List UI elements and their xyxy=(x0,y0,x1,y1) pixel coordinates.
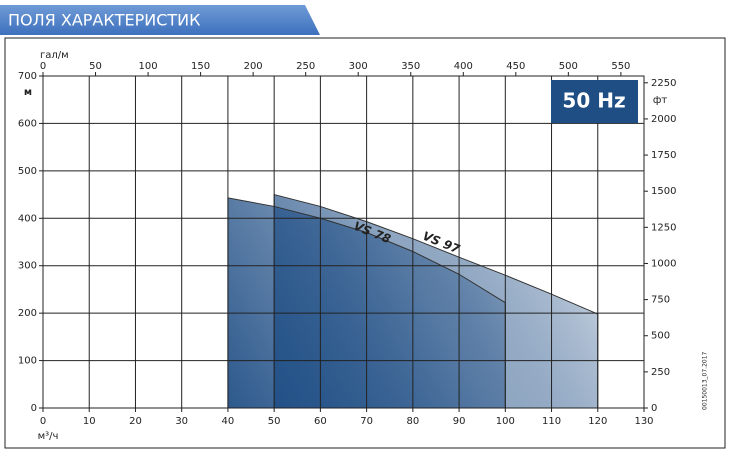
y2-tick-label: 1500 xyxy=(651,186,676,197)
x2-tick-label: 300 xyxy=(349,61,368,72)
x-tick-label: 40 xyxy=(222,416,235,427)
y2-tick-label: 1000 xyxy=(651,258,676,269)
y-tick-label: 300 xyxy=(18,261,37,272)
x2-axis-label: гал/м xyxy=(40,50,69,61)
x2-tick-label: 400 xyxy=(454,61,473,72)
chart-title: ПОЛЯ ХАРАКТЕРИСТИК xyxy=(8,11,201,30)
x2-tick-label: 150 xyxy=(191,61,210,72)
x-tick-label: 0 xyxy=(40,416,46,427)
y-tick-label: 500 xyxy=(18,166,37,177)
y-tick-label: 600 xyxy=(18,118,37,129)
x-axis-label: м³/ч xyxy=(38,431,59,442)
badge: 50 Hz xyxy=(562,89,625,113)
x-tick-label: 30 xyxy=(175,416,188,427)
x-tick-label: 90 xyxy=(453,416,466,427)
frame xyxy=(4,37,726,449)
y2-tick-label: 2250 xyxy=(651,78,676,89)
x-tick-label: 70 xyxy=(360,416,373,427)
y2-tick-label: 0 xyxy=(651,403,657,414)
x2-tick-label: 50 xyxy=(89,61,102,72)
y2-tick-label: 1250 xyxy=(651,222,676,233)
y2-tick-label: 2000 xyxy=(651,114,676,125)
x2-tick-label: 250 xyxy=(296,61,315,72)
y-axis-label: м xyxy=(24,87,32,98)
x-tick-label: 10 xyxy=(83,416,96,427)
x-tick-label: 110 xyxy=(542,416,561,427)
y-tick-label: 700 xyxy=(18,71,37,82)
y-tick-label: 200 xyxy=(18,308,37,319)
y-tick-label: 400 xyxy=(18,213,37,224)
y2-tick-label: 250 xyxy=(651,367,670,378)
x-tick-label: 120 xyxy=(588,416,607,427)
area-outline xyxy=(274,194,598,315)
x2-tick-label: 100 xyxy=(139,61,158,72)
y2-tick-label: 1750 xyxy=(651,150,676,161)
x-tick-label: 50 xyxy=(268,416,281,427)
y2-axis-label: фт xyxy=(653,95,668,106)
x-tick-label: 60 xyxy=(314,416,327,427)
y2-tick-label: 500 xyxy=(651,331,670,342)
x2-tick-label: 550 xyxy=(611,61,630,72)
x2-tick-label: 450 xyxy=(506,61,525,72)
x-tick-label: 20 xyxy=(129,416,142,427)
x-tick-label: 100 xyxy=(496,416,515,427)
x2-tick-label: 200 xyxy=(244,61,263,72)
badge-box xyxy=(551,80,638,123)
x-tick-label: 80 xyxy=(406,416,419,427)
y-tick-label: 0 xyxy=(31,403,37,414)
y-tick-label: 100 xyxy=(18,356,37,367)
code: 00150013_07.2017 xyxy=(702,351,709,410)
x2-tick-label: 0 xyxy=(40,61,46,72)
x-tick-label: 130 xyxy=(634,416,653,427)
x2-tick-label: 350 xyxy=(401,61,420,72)
x2-tick-label: 500 xyxy=(559,61,578,72)
y2-tick-label: 750 xyxy=(651,295,670,306)
header-banner xyxy=(0,5,320,35)
